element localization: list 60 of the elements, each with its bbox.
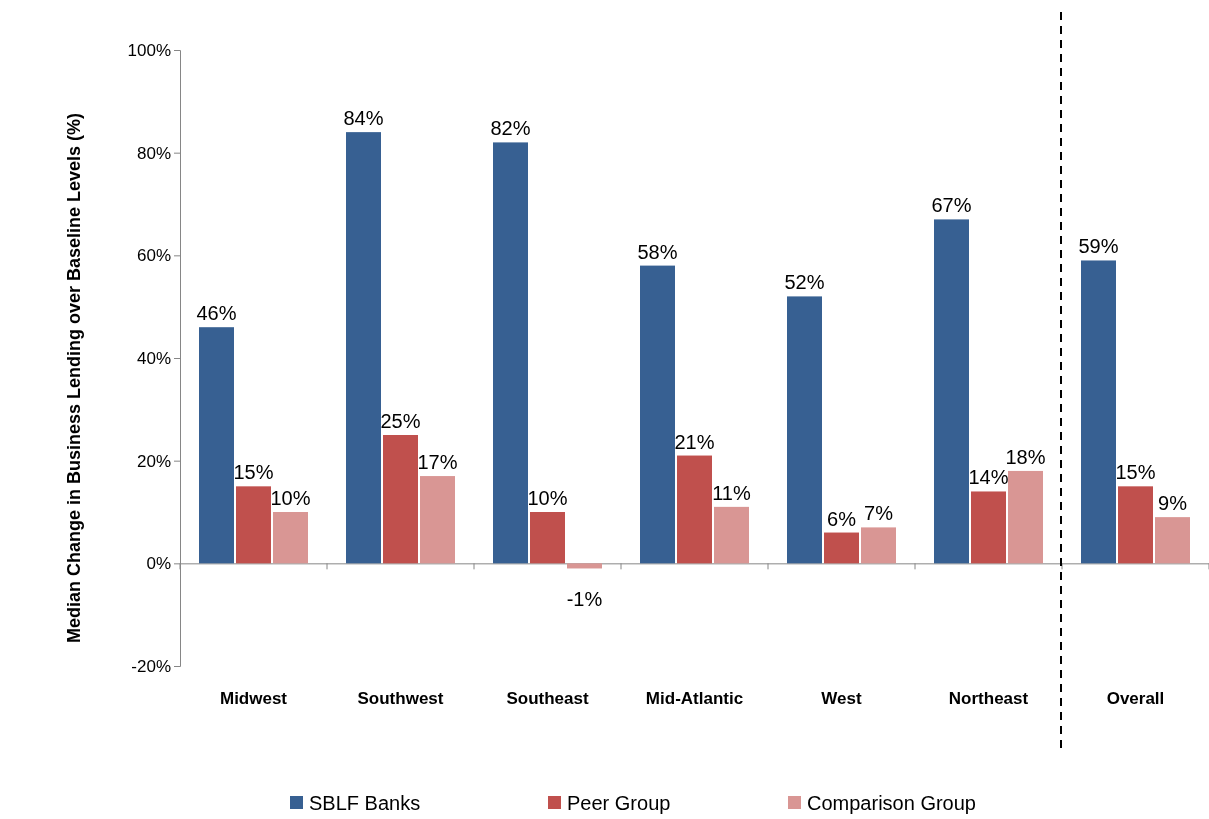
text: 25% xyxy=(380,410,421,432)
legend-label: Comparison Group xyxy=(807,792,976,814)
text: 11% xyxy=(712,481,751,504)
text: 15% xyxy=(233,461,274,484)
bar xyxy=(824,532,859,564)
text: 67% xyxy=(931,194,972,217)
x-tick-label: Mid-Atlantic xyxy=(645,689,744,708)
bar xyxy=(1155,517,1190,564)
x-tick-label: Southeast xyxy=(506,689,589,708)
y-axis-title: Median Change in Business Lending over Baseline Levels (%) xyxy=(64,112,84,644)
bar xyxy=(199,327,234,564)
bar xyxy=(714,506,749,564)
y-tick-label: 20% xyxy=(136,451,171,471)
text: 82% xyxy=(490,117,531,140)
x-tick-label: Midwest xyxy=(219,689,288,708)
bar xyxy=(677,455,712,564)
bar xyxy=(640,265,675,564)
bar xyxy=(971,491,1006,564)
text: 7% xyxy=(864,502,893,525)
bar xyxy=(420,476,455,564)
y-tick-label: 40% xyxy=(136,348,171,368)
text: 10% xyxy=(270,487,311,509)
text: -1% xyxy=(566,588,603,611)
text: 21% xyxy=(674,430,715,453)
text: 84% xyxy=(343,107,384,130)
text: 14% xyxy=(968,466,1009,489)
x-tick-label: Southwest xyxy=(357,689,444,708)
bar xyxy=(530,512,565,564)
bar xyxy=(567,563,602,569)
bar xyxy=(346,132,381,564)
x-tick-label: Northeast xyxy=(948,689,1029,708)
text: 6% xyxy=(827,507,856,530)
y-tick-label: 80% xyxy=(136,143,171,163)
text: 59% xyxy=(1078,235,1119,258)
text: 15% xyxy=(1115,461,1156,484)
y-tick-label: -20% xyxy=(131,656,171,676)
bar xyxy=(236,486,271,564)
bar xyxy=(1118,486,1153,564)
bar xyxy=(1008,470,1043,564)
bar xyxy=(861,527,896,564)
bar xyxy=(787,296,822,564)
text: 18% xyxy=(1005,445,1046,468)
bar xyxy=(493,142,528,564)
bar xyxy=(934,219,969,564)
text: 46% xyxy=(196,302,237,325)
text: 9% xyxy=(1158,492,1187,515)
legend-label: SBLF Banks xyxy=(309,792,421,814)
text: 17% xyxy=(417,451,458,474)
y-tick-label: 60% xyxy=(136,246,171,266)
text: 10% xyxy=(527,487,568,509)
y-tick-label: 100% xyxy=(127,40,171,60)
text: 58% xyxy=(637,240,678,263)
bar xyxy=(383,435,418,564)
text: 52% xyxy=(784,271,825,294)
x-tick-label: Overall xyxy=(1106,689,1165,708)
x-tick-label: West xyxy=(821,689,862,708)
bar xyxy=(273,512,308,564)
y-tick-label: 0% xyxy=(146,554,171,574)
bar xyxy=(1081,260,1116,564)
legend-label: Peer Group xyxy=(567,792,671,814)
